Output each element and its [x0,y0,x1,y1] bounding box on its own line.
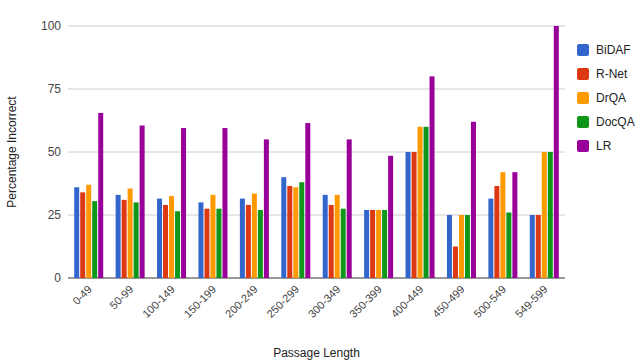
chart: 0 25 50 75 100 0-49 50-99100-149150-199200-249… [0,0,640,362]
x-tick-label: 549-599 [513,283,550,320]
legend-swatch [577,44,589,56]
bar [175,211,180,278]
bar [246,205,251,278]
y-tick-label: 75 [48,82,62,96]
bar [323,195,328,278]
bar [169,196,174,278]
grid-line [68,89,565,90]
bar [252,194,257,278]
bar [329,205,334,278]
y-axis-label: Percentage Incorrect [5,96,19,208]
grid-line [68,26,565,27]
bar [430,76,435,278]
bar [554,26,559,278]
y-axis-line [68,26,69,278]
bar [210,195,215,278]
bar [494,186,499,278]
bar [157,199,162,278]
bar [530,215,535,278]
y-tick-label: 100 [41,19,61,33]
bar [128,189,133,278]
bar [204,209,209,278]
bar [506,212,511,278]
bar [418,127,423,278]
bar [370,210,375,278]
x-tick-label: 150-199 [181,283,218,320]
bar [92,201,97,278]
bar [80,192,85,278]
x-tick-label: 0-49 [70,283,94,307]
bar [293,187,298,278]
legend-label: LR [596,139,612,153]
legend-swatch [577,116,589,128]
bar [216,209,221,278]
bar [134,202,139,278]
bar [240,199,245,278]
x-tick-label: 400-449 [388,283,425,320]
bar [281,177,286,278]
bar [222,128,227,278]
bar [74,187,79,278]
x-tick-label: 450-499 [430,283,467,320]
bar [542,152,547,278]
bar [181,128,186,278]
bar [382,210,387,278]
legend-label: R-Net [596,67,628,81]
bar [163,205,168,278]
bar [264,139,269,278]
x-tick-label: 500-549 [471,283,508,320]
bar [140,126,145,278]
bar [305,123,310,278]
x-tick-label: 50-99 [107,283,135,311]
x-tick-label: 300-349 [306,283,343,320]
bar [341,209,346,278]
legend-label: BiDAF [596,43,631,57]
bar [488,199,493,278]
bar [287,186,292,278]
bar [512,172,517,278]
legend-swatch [577,92,589,104]
bar [536,215,541,278]
legend-swatch [577,140,589,152]
bar [299,182,304,278]
x-tick-label: 200-249 [223,283,260,320]
legend-label: DocQA [596,115,635,129]
x-tick-label: 100-149 [140,283,177,320]
y-tick-label: 25 [48,208,62,222]
bar [471,122,476,278]
bar [406,152,411,278]
bar [98,113,103,278]
bar [500,172,505,278]
y-tick-label: 50 [48,145,62,159]
y-tick-label: 0 [54,271,61,285]
bar [116,195,121,278]
bars [74,26,559,278]
x-tick-label: 350-399 [347,283,384,320]
bar [453,247,458,279]
bar [388,156,393,278]
bar [347,139,352,278]
x-axis-label: Passage Length [273,346,360,360]
bar [122,200,127,278]
bar [412,152,417,278]
legend-swatch [577,68,589,80]
bar [465,215,470,278]
bar [86,185,91,278]
bar [364,210,369,278]
x-tick-label: 250-299 [264,283,301,320]
bar [376,210,381,278]
bar [198,202,203,278]
bar [335,195,340,278]
bar [447,215,452,278]
legend-label: DrQA [596,91,626,105]
bar [459,215,464,278]
bar [424,127,429,278]
bar [258,210,263,278]
bar [548,152,553,278]
